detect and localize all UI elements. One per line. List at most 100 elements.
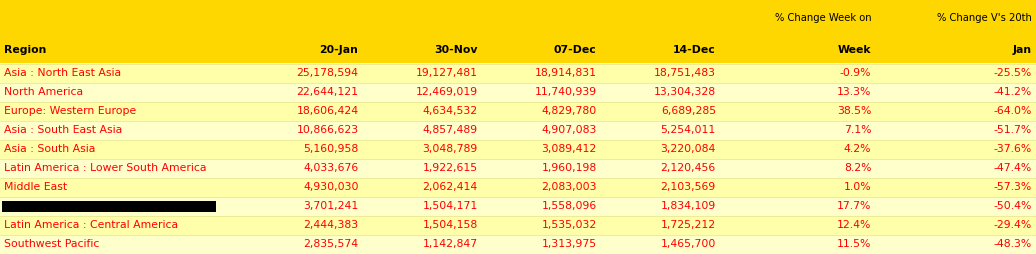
Text: 11,740,939: 11,740,939	[535, 87, 597, 97]
Text: 30-Nov: 30-Nov	[434, 45, 478, 55]
Bar	[363, 197, 482, 216]
Text: 4,907,083: 4,907,083	[542, 125, 597, 135]
Bar	[0, 159, 243, 178]
Text: -41.2%: -41.2%	[994, 87, 1032, 97]
Text: 1,922,615: 1,922,615	[423, 163, 478, 173]
Text: 25,178,594: 25,178,594	[296, 68, 358, 78]
Text: 1.0%: 1.0%	[843, 182, 871, 192]
Bar	[0, 0, 243, 37]
Text: Middle East: Middle East	[4, 182, 67, 192]
Bar	[601, 37, 720, 64]
Text: 8.2%: 8.2%	[843, 163, 871, 173]
Bar	[482, 64, 601, 83]
Text: 11.5%: 11.5%	[837, 240, 871, 249]
Bar	[601, 64, 720, 83]
Bar	[2, 201, 217, 212]
Text: Southwest Pacific: Southwest Pacific	[4, 240, 99, 249]
Bar	[0, 64, 243, 83]
Text: % Change V's 20th: % Change V's 20th	[937, 13, 1032, 23]
Text: 1,834,109: 1,834,109	[661, 201, 716, 211]
Bar	[720, 37, 875, 64]
Text: 1,558,096: 1,558,096	[542, 201, 597, 211]
Text: 2,103,569: 2,103,569	[661, 182, 716, 192]
Bar	[875, 83, 1036, 102]
Bar	[601, 178, 720, 197]
Text: -47.4%: -47.4%	[994, 163, 1032, 173]
Bar	[601, 216, 720, 235]
Text: 20-Jan: 20-Jan	[319, 45, 358, 55]
Text: Latin America : Central America: Latin America : Central America	[4, 220, 178, 230]
Text: -57.3%: -57.3%	[994, 182, 1032, 192]
Text: 1,313,975: 1,313,975	[542, 240, 597, 249]
Text: 1,142,847: 1,142,847	[423, 240, 478, 249]
Bar	[243, 197, 363, 216]
Text: 13.3%: 13.3%	[837, 87, 871, 97]
Text: Region: Region	[4, 45, 47, 55]
Text: 07-Dec: 07-Dec	[554, 45, 597, 55]
Text: 12.4%: 12.4%	[837, 220, 871, 230]
Bar	[243, 159, 363, 178]
Text: 6,689,285: 6,689,285	[661, 106, 716, 116]
Bar	[875, 216, 1036, 235]
Text: 1,465,700: 1,465,700	[661, 240, 716, 249]
Text: 3,701,241: 3,701,241	[304, 201, 358, 211]
Text: 1,960,198: 1,960,198	[542, 163, 597, 173]
Bar	[243, 178, 363, 197]
Bar	[875, 0, 1036, 37]
Bar	[0, 140, 243, 159]
Text: Europe: Western Europe: Europe: Western Europe	[4, 106, 137, 116]
Bar	[720, 83, 875, 102]
Bar	[720, 197, 875, 216]
Text: -51.7%: -51.7%	[994, 125, 1032, 135]
Bar	[601, 159, 720, 178]
Bar	[482, 216, 601, 235]
Bar	[243, 83, 363, 102]
Bar	[0, 37, 243, 64]
Text: 4,857,489: 4,857,489	[423, 125, 478, 135]
Bar	[363, 140, 482, 159]
Bar	[601, 121, 720, 140]
Bar	[243, 216, 363, 235]
Text: 18,751,483: 18,751,483	[654, 68, 716, 78]
Bar	[363, 216, 482, 235]
Text: 14-Dec: 14-Dec	[673, 45, 716, 55]
Text: 12,469,019: 12,469,019	[415, 87, 478, 97]
Text: 4,634,532: 4,634,532	[423, 106, 478, 116]
Text: 2,444,383: 2,444,383	[304, 220, 358, 230]
Bar	[601, 140, 720, 159]
Bar	[482, 121, 601, 140]
Bar	[363, 0, 482, 37]
Bar	[363, 37, 482, 64]
Bar	[0, 216, 243, 235]
Text: -37.6%: -37.6%	[994, 144, 1032, 154]
Text: 22,644,121: 22,644,121	[296, 87, 358, 97]
Bar	[875, 37, 1036, 64]
Bar	[363, 64, 482, 83]
Bar	[875, 102, 1036, 121]
Bar	[243, 121, 363, 140]
Bar	[601, 83, 720, 102]
Text: -25.5%: -25.5%	[994, 68, 1032, 78]
Bar	[720, 64, 875, 83]
Text: 1,725,212: 1,725,212	[661, 220, 716, 230]
Bar	[875, 197, 1036, 216]
Text: 2,062,414: 2,062,414	[423, 182, 478, 192]
Text: 19,127,481: 19,127,481	[415, 68, 478, 78]
Text: 7.1%: 7.1%	[843, 125, 871, 135]
Text: 4,033,676: 4,033,676	[304, 163, 358, 173]
Bar	[363, 121, 482, 140]
Bar	[243, 37, 363, 64]
Bar	[875, 235, 1036, 254]
Bar	[482, 0, 601, 37]
Text: Asia : South East Asia: Asia : South East Asia	[4, 125, 122, 135]
Text: Asia : South Asia: Asia : South Asia	[4, 144, 95, 154]
Text: 5,160,958: 5,160,958	[304, 144, 358, 154]
Text: North America: North America	[4, 87, 83, 97]
Text: 1,504,158: 1,504,158	[423, 220, 478, 230]
Bar	[875, 159, 1036, 178]
Text: -64.0%: -64.0%	[994, 106, 1032, 116]
Bar	[0, 197, 243, 216]
Text: Jan: Jan	[1013, 45, 1032, 55]
Bar	[243, 140, 363, 159]
Bar	[875, 121, 1036, 140]
